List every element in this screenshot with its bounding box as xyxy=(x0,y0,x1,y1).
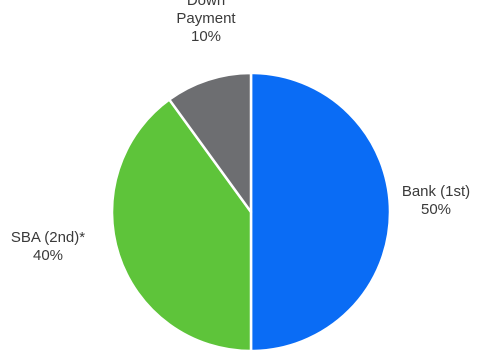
slice-label: Down Payment 10% xyxy=(176,0,236,45)
slice-name-label: Down xyxy=(187,0,225,9)
pie-slice-bank-1st xyxy=(249,71,392,352)
slice-label: SBA (2nd)* 40% xyxy=(11,229,85,264)
pie-labels: Bank (1st) 50% SBA (2nd)* 40% Down Payment 10% xyxy=(11,0,470,264)
slice-value-label: 50% xyxy=(421,201,451,218)
slice-label: Bank (1st) 50% xyxy=(402,183,470,218)
pie-slice-sba-2nd xyxy=(110,98,253,352)
pie-slice-down-payment xyxy=(168,71,253,214)
slice-name-label: SBA (2nd)* xyxy=(11,229,85,246)
slice-name-label: Payment xyxy=(176,10,236,27)
slice-value-label: 40% xyxy=(33,247,63,264)
slice-value-label: 10% xyxy=(191,28,221,45)
slice-name-label: Bank (1st) xyxy=(402,183,470,200)
pie-slices xyxy=(110,71,392,352)
